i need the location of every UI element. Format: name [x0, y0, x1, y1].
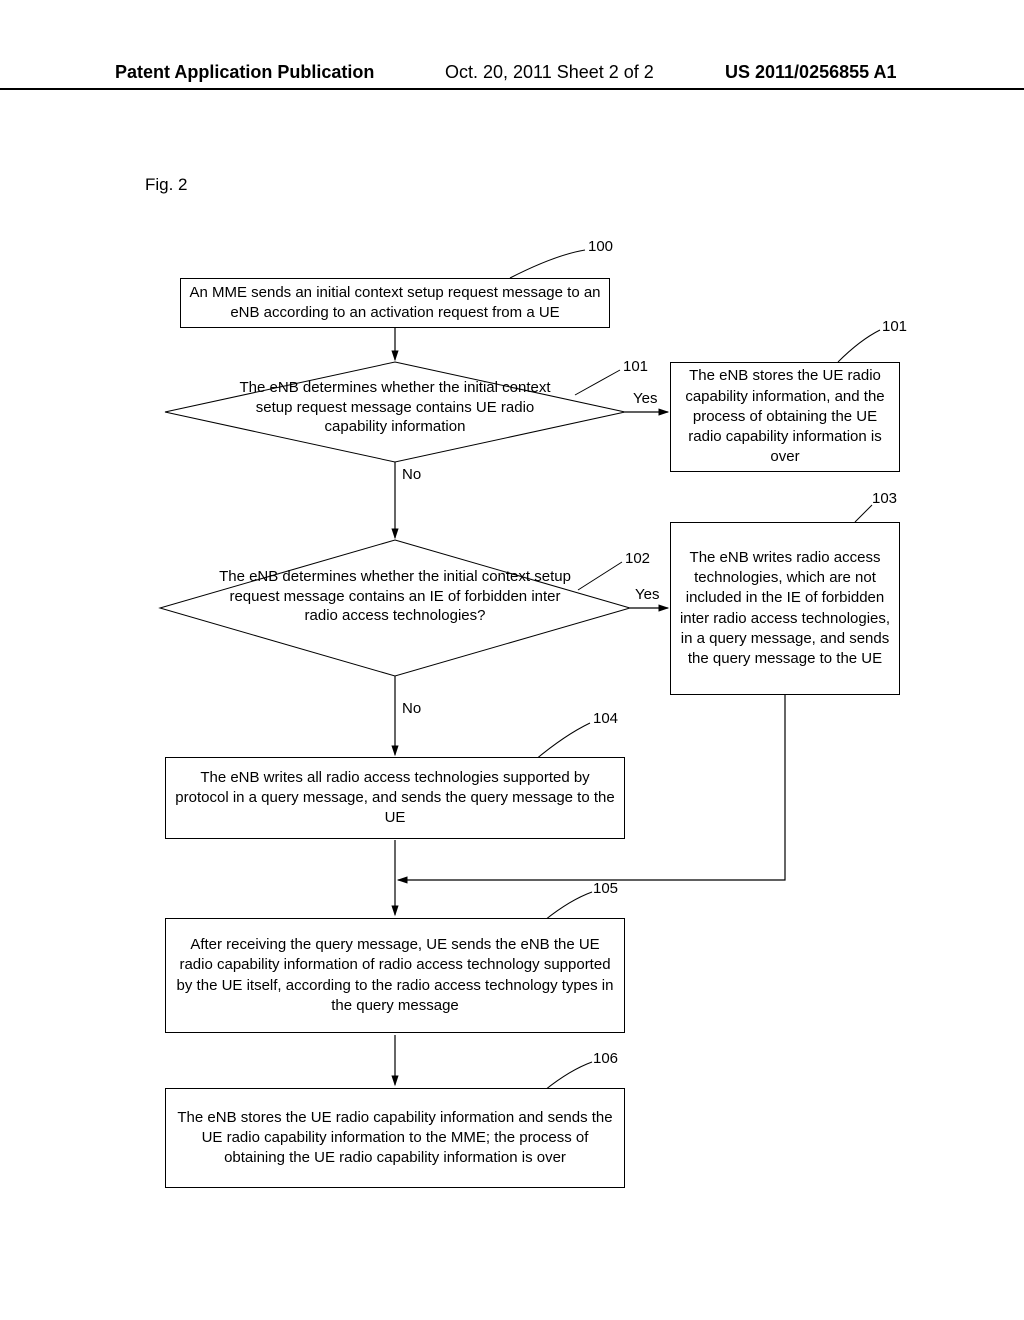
ref-101-box: 101 [882, 318, 907, 335]
header-center: Oct. 20, 2011 Sheet 2 of 2 [445, 62, 654, 83]
flow-step-103: The eNB writes radio access technologies… [670, 522, 900, 695]
flow-decision-101-text: The eNB determines whether the initial c… [230, 378, 560, 437]
ref-106: 106 [593, 1050, 618, 1067]
flow-step-100: An MME sends an initial context setup re… [180, 278, 610, 328]
figure-label: Fig. 2 [145, 175, 188, 195]
flow-step-100-text: An MME sends an initial context setup re… [189, 283, 601, 324]
flow-step-103-text: The eNB writes radio access technologies… [679, 548, 891, 670]
flow-step-106-text: The eNB stores the UE radio capability i… [174, 1108, 616, 1169]
edge-no-2: No [402, 700, 421, 717]
flow-step-106: The eNB stores the UE radio capability i… [165, 1088, 625, 1188]
flow-step-104-text: The eNB writes all radio access technolo… [174, 768, 616, 829]
page: Patent Application Publication Oct. 20, … [0, 0, 1024, 1320]
edge-yes-2: Yes [635, 586, 659, 603]
ref-103: 103 [872, 490, 897, 507]
header-left: Patent Application Publication [115, 62, 374, 83]
ref-100: 100 [588, 238, 613, 255]
ref-102: 102 [625, 550, 650, 567]
flow-step-101b: The eNB stores the UE radio capability i… [670, 362, 900, 472]
ref-101-diamond: 101 [623, 358, 648, 375]
flow-decision-102-text: The eNB determines whether the initial c… [215, 567, 575, 626]
flow-step-105-text: After receiving the query message, UE se… [174, 935, 616, 1016]
edge-no-1: No [402, 466, 421, 483]
ref-105: 105 [593, 880, 618, 897]
edge-yes-1: Yes [633, 390, 657, 407]
flow-step-104: The eNB writes all radio access technolo… [165, 757, 625, 839]
flow-step-105: After receiving the query message, UE se… [165, 918, 625, 1033]
header-right: US 2011/0256855 A1 [725, 62, 896, 83]
ref-104: 104 [593, 710, 618, 727]
header-rule [0, 88, 1024, 90]
flow-step-101b-text: The eNB stores the UE radio capability i… [679, 366, 891, 467]
